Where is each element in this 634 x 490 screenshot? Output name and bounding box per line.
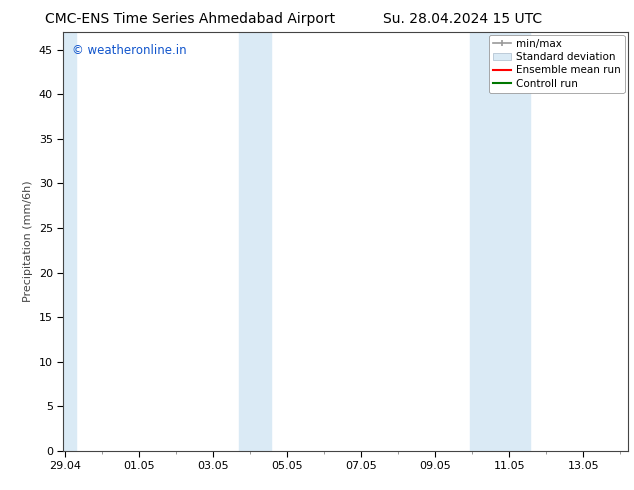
Y-axis label: Precipitation (mm/6h): Precipitation (mm/6h) — [23, 180, 34, 302]
Bar — [63, 32, 76, 451]
Bar — [239, 32, 271, 451]
Text: CMC-ENS Time Series Ahmedabad Airport: CMC-ENS Time Series Ahmedabad Airport — [45, 12, 335, 26]
Legend: min/max, Standard deviation, Ensemble mean run, Controll run: min/max, Standard deviation, Ensemble me… — [489, 35, 624, 93]
Text: © weatheronline.in: © weatheronline.in — [72, 45, 186, 57]
Bar — [470, 32, 529, 451]
Text: Su. 28.04.2024 15 UTC: Su. 28.04.2024 15 UTC — [384, 12, 542, 26]
